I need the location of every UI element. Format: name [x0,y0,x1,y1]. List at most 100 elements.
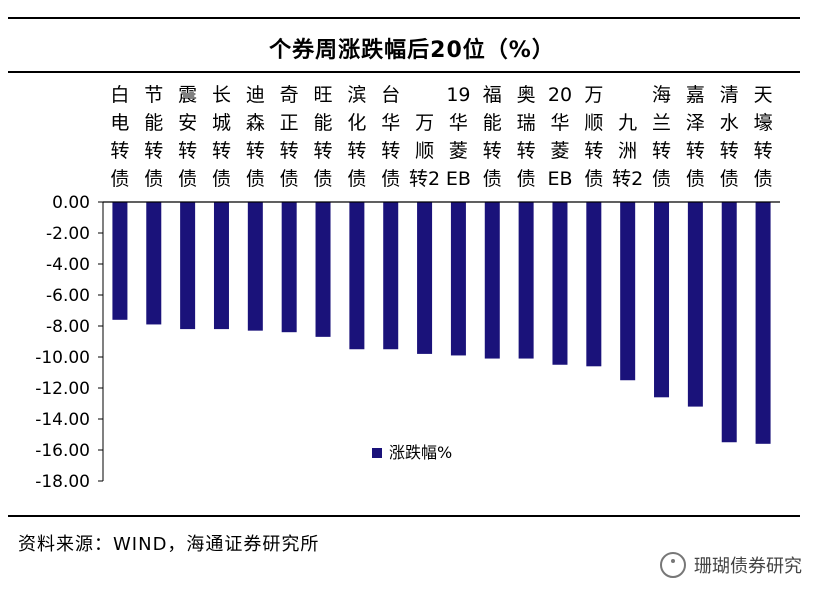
x-category-label-16: 九 [618,112,637,134]
bar-18 [687,202,703,407]
y-tick-label: -12.00 [35,379,90,399]
x-category-label-16: 转2 [612,168,643,190]
x-category-label-4: 转 [212,140,231,162]
bar-3 [180,202,196,330]
x-category-label-7: 债 [314,168,333,190]
bar-20 [755,202,771,444]
x-category-label-19: 水 [720,112,739,134]
x-category-label-9: 华 [381,112,400,134]
x-category-label-18: 嘉 [686,84,705,106]
x-category-label-12: 能 [483,112,502,134]
x-category-label-9: 台 [381,84,400,106]
x-category-label-8: 债 [347,168,366,190]
x-category-label-14: 华 [550,112,569,134]
x-category-label-17: 转 [652,140,671,162]
x-category-label-13: 转 [517,140,536,162]
bar-10 [417,202,433,354]
chart-title: 个券周涨跌幅后20位（%） [269,38,555,63]
x-category-label-7: 转 [314,140,333,162]
y-tick-label: -10.00 [35,348,90,368]
x-category-label-18: 转 [686,140,705,162]
x-category-label-3: 转 [178,140,197,162]
x-category-label-20: 天 [754,84,773,106]
y-tick-label: -6.00 [46,286,90,306]
y-tick-label: 0.00 [52,193,90,213]
source-note: 资料来源：WIND，海通证券研究所 [18,534,320,555]
legend-swatch [372,448,382,458]
x-category-label-15: 债 [584,168,603,190]
watermark: 珊瑚债券研究 [660,552,802,578]
title-rule [8,71,800,73]
x-category-label-16: 洲 [618,140,637,162]
x-category-label-14: 20 [548,84,572,106]
x-category-label-19: 债 [720,168,739,190]
bar-chart: 0.00 -2.00 -4.00 -6.00 -8.00 -10.00 -12.00 -14.… [35,84,780,492]
x-category-label-1: 债 [110,168,129,190]
x-category-label-11: 19 [446,84,470,106]
x-category-label-11: 华 [449,112,468,134]
x-category-label-5: 森 [246,112,265,134]
x-category-label-7: 旺 [314,84,333,106]
x-category-label-5: 迪 [246,84,265,106]
x-category-label-14: EB [547,168,572,190]
x-category-label-5: 转 [246,140,265,162]
x-category-label-6: 债 [280,168,299,190]
x-category-label-18: 债 [686,168,705,190]
bar-8 [349,202,365,350]
x-category-label-3: 债 [178,168,197,190]
x-category-label-1: 转 [110,140,129,162]
x-category-label-6: 转 [280,140,299,162]
x-category-label-3: 震 [178,84,197,106]
bar-7 [315,202,331,337]
bar-1 [112,202,128,320]
bar-6 [281,202,297,333]
x-category-label-13: 瑞 [517,112,536,134]
x-category-label-13: 奥 [517,84,536,106]
x-category-label-6: 正 [280,112,299,134]
y-tick-label: -18.00 [35,472,90,492]
y-tick-label: -14.00 [35,410,90,430]
y-tick-label: -2.00 [46,224,90,244]
x-category-label-12: 债 [483,168,502,190]
x-category-label-15: 万 [584,84,603,106]
x-category-label-19: 转 [720,140,739,162]
x-category-label-17: 债 [652,168,671,190]
x-category-label-4: 长 [212,84,231,106]
x-category-label-17: 海 [652,84,671,106]
x-category-label-8: 化 [347,112,366,134]
bar-16 [620,202,636,381]
x-category-label-7: 能 [314,112,333,134]
top-rule [8,17,800,19]
x-category-label-20: 债 [754,168,773,190]
bar-19 [721,202,737,443]
x-category-label-5: 债 [246,168,265,190]
x-category-label-4: 城 [212,112,231,134]
x-category-label-10: 转2 [409,168,440,190]
x-category-label-18: 泽 [686,112,705,134]
x-category-label-10: 顺 [415,140,434,162]
watermark-text: 珊瑚债券研究 [694,556,802,577]
wechat-icon [660,552,686,578]
x-category-label-1: 电 [110,112,129,134]
x-category-label-20: 壕 [754,112,773,134]
x-category-label-11: 菱 [449,140,468,162]
bar-2 [146,202,162,325]
bottom-rule [8,515,800,517]
bar-14 [552,202,568,365]
legend-label: 涨跌幅% [389,443,452,462]
bar-4 [213,202,229,330]
x-category-label-20: 转 [754,140,773,162]
bar-9 [383,202,399,350]
bar-13 [518,202,534,359]
x-category-label-12: 福 [483,84,502,106]
x-category-label-8: 滨 [347,84,366,106]
y-tick-label: -16.00 [35,441,90,461]
x-category-label-2: 节 [144,84,163,106]
x-category-label-10: 万 [415,112,434,134]
x-category-label-14: 菱 [550,140,569,162]
x-category-label-15: 转 [584,140,603,162]
x-category-label-9: 债 [381,168,400,190]
bar-11 [450,202,466,356]
bar-12 [484,202,500,359]
x-category-label-15: 顺 [584,112,603,134]
